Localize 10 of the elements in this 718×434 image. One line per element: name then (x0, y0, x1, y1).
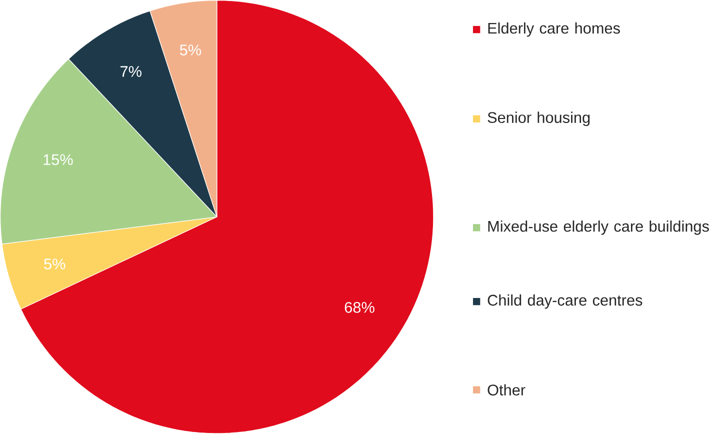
data-label: 5% (44, 258, 66, 270)
data-label: 15% (44, 154, 73, 166)
data-label: 7% (120, 66, 142, 77)
legend-label: Child day-care centres (488, 294, 642, 309)
legend-label: Other (488, 384, 526, 396)
legend-label: Elderly care homes (488, 22, 620, 37)
legend-label: Mixed-use elderly care buildings (488, 220, 709, 235)
legend-label: Senior housing (488, 112, 590, 126)
data-label: 5% (180, 44, 202, 56)
data-label: 68% (344, 302, 374, 313)
